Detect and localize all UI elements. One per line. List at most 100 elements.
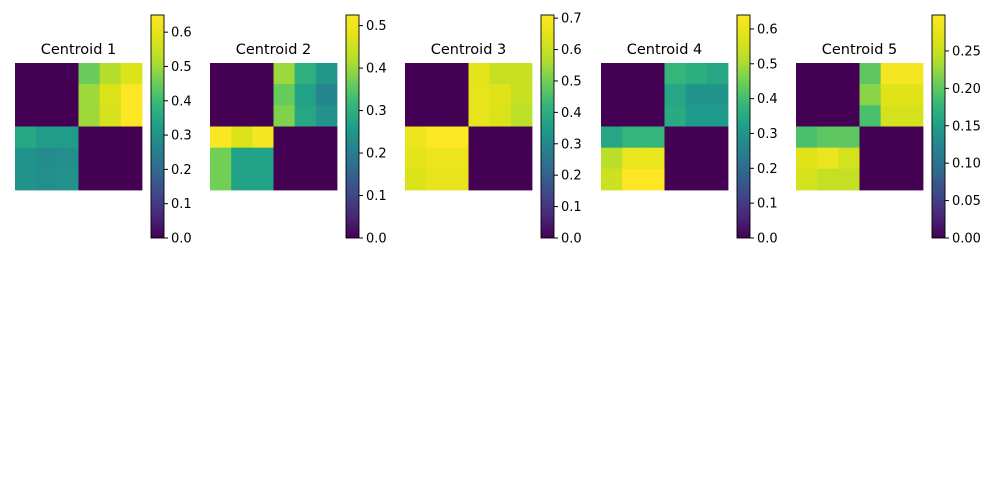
heatmap-cell [426,84,448,106]
panel-title: Centroid 3 [431,42,507,58]
colorbar-tick-label: 0.0 [561,232,582,247]
heatmap-cell [405,168,427,191]
heatmap-cell [796,126,818,149]
heatmap-cell [36,63,58,85]
heatmap-cell [57,63,79,85]
heatmap-cell [99,168,122,191]
heatmap-cell [622,105,644,127]
heatmap-cell [252,147,274,170]
colorbar-tick-label: 0.00 [952,232,981,247]
heatmap-cell [510,105,533,127]
heatmap-cell [426,105,448,127]
heatmap-cell [468,105,491,127]
heatmap-cell [796,168,818,191]
heatmap-cell [601,63,623,85]
heatmap-cell [210,84,232,106]
colorbar-frame [540,14,555,239]
heatmap-panel-4: Centroid 4 0.0 0.1 0.2 0.3 0.4 0.5 0.6 [601,14,778,247]
heatmap-cell [36,105,58,127]
heatmap-cell [468,147,491,170]
heatmap-cell [315,105,338,127]
heatmap-cell [706,147,729,170]
heatmap-cell [817,105,839,127]
heatmap-cell [294,84,317,106]
heatmap-cell [664,105,687,127]
heatmap-cell [252,84,274,106]
colorbar-tick-label: 0.2 [561,169,582,184]
heatmap-cell [685,147,708,170]
heatmap-cell [78,84,101,106]
heatmap-cell [447,147,469,170]
heatmap-cell [838,147,860,170]
heatmap-cell [405,126,427,149]
heatmap-cell [447,105,469,127]
panel-title: Centroid 1 [41,42,117,58]
heatmap-cell [99,147,122,170]
heatmap-cell [489,84,512,106]
heatmap-cell [315,147,338,170]
heatmap-cell [880,105,903,127]
colorbar-tick-label: 0.2 [171,163,192,178]
heatmap-cell [664,84,687,106]
heatmap-cell [15,126,37,149]
heatmap-cell [685,168,708,191]
heatmap-cell [120,84,143,106]
heatmap-cell [447,63,469,85]
heatmap-cell [252,105,274,127]
heatmap-cell [273,168,296,191]
colorbar-tick-label: 0.6 [171,26,192,41]
heatmap-cell [664,63,687,85]
heatmap-cell [57,168,79,191]
heatmap-cell [78,168,101,191]
colorbar-frame [345,14,360,239]
colorbar-tick-label: 0.2 [757,162,778,177]
heatmap-cell [273,126,296,149]
heatmap-cell [817,168,839,191]
heatmap-cell [231,84,253,106]
heatmap-cell [78,105,101,127]
heatmap-cell [210,63,232,85]
heatmap-cell [622,63,644,85]
heatmap-cell [315,126,338,149]
heatmap-cell [817,126,839,149]
heatmap-cell [880,168,903,191]
heatmap-cell [859,126,882,149]
colorbar-tick-label: 0.3 [757,127,778,142]
heatmap-cell [78,126,101,149]
heatmap-cell [273,147,296,170]
colorbar-tick-label: 0.15 [952,119,981,134]
heatmap-cell [57,84,79,106]
heatmap-cell [601,168,623,191]
heatmap-cell [643,126,665,149]
heatmap-cell [294,168,317,191]
heatmap-cell [685,105,708,127]
heatmap-cell [78,147,101,170]
heatmap-cell [817,147,839,170]
heatmap-cell [664,126,687,149]
heatmap-cell [315,168,338,191]
heatmap-cell [510,168,533,191]
heatmap-cell [447,84,469,106]
colorbar-tick-label: 0.4 [366,62,387,77]
heatmap-cell [859,168,882,191]
colorbar-tick-label: 0.0 [757,232,778,247]
heatmap-cell [99,126,122,149]
heatmap-cell [231,105,253,127]
heatmap-cell [838,63,860,85]
heatmap-cell [57,147,79,170]
heatmap-cell [859,84,882,106]
heatmap-cell [510,84,533,106]
colorbar-tick-label: 0.10 [952,157,981,172]
colorbar-gradient [932,15,945,238]
heatmap-cell [601,147,623,170]
heatmap-cell [622,147,644,170]
heatmap-cell [273,84,296,106]
heatmap-cell [273,105,296,127]
colorbar-tick-label: 0.05 [952,194,981,209]
heatmap-cell [120,126,143,149]
heatmap-cell [252,63,274,85]
heatmap-cell [231,63,253,85]
heatmap-cell [643,105,665,127]
heatmap-cell [622,168,644,191]
